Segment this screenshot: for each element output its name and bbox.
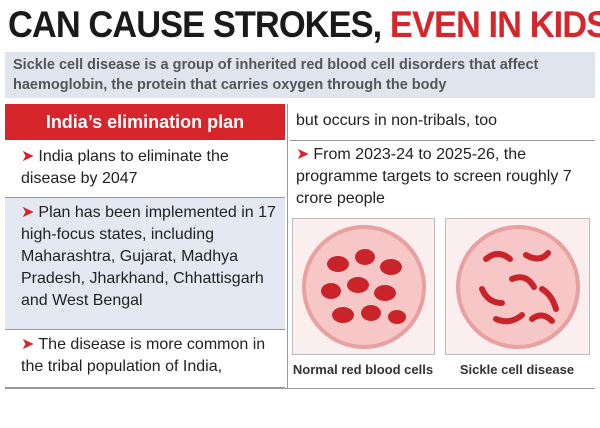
- divider: [287, 104, 288, 388]
- intro: Sickle cell disease is a group of inheri…: [5, 52, 595, 98]
- title-text: CAN CAUSE STROKES,: [8, 4, 382, 45]
- title: CAN CAUSE STROKES, EVEN IN KIDS: [8, 4, 600, 46]
- point-text: From 2023-24 to 2025-26, the programme t…: [296, 146, 572, 207]
- point-text: The disease is more common in the tribal…: [21, 336, 266, 375]
- caption: Normal red blood cells: [292, 362, 434, 377]
- point-text: Plan has been implemented in 17 high-foc…: [21, 204, 276, 309]
- normal-cells-image: [292, 218, 435, 355]
- point: ➤ India plans to eliminate the disease by…: [5, 142, 285, 198]
- divider: [290, 140, 595, 141]
- title-highlight: EVEN IN KIDS: [389, 4, 600, 45]
- sickle-cells-image: [445, 218, 590, 355]
- caption: Sickle cell disease: [459, 362, 575, 377]
- point: ➤ Plan has been implemented in 17 high-fo…: [5, 198, 285, 330]
- point: ➤ The disease is more common in the triba…: [5, 330, 285, 388]
- plan-heading: India’s elimination plan: [5, 104, 285, 140]
- point-text: India plans to eliminate the disease by …: [21, 148, 229, 187]
- bottom-rule: [5, 388, 595, 389]
- continuation: but occurs in non-tribals, too: [296, 112, 497, 129]
- point: ➤ From 2023-24 to 2025-26, the programme …: [296, 146, 572, 207]
